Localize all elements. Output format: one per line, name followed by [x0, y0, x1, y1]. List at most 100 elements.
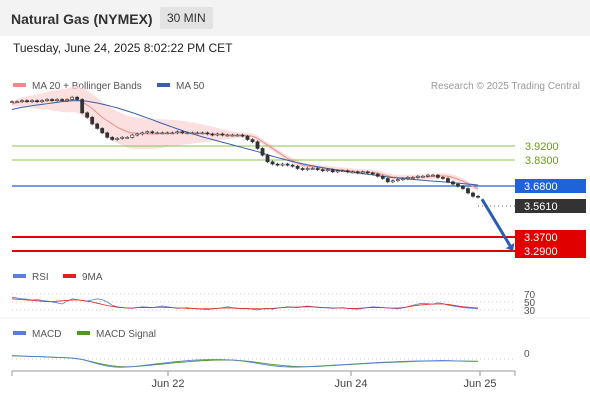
rsi-line: [11, 296, 479, 311]
support-label: 3.3700: [524, 232, 558, 244]
candle-body: [140, 132, 145, 135]
candle-body: [50, 99, 54, 101]
legend-ma20-label: MA 20 + Bollinger Bands: [32, 81, 142, 92]
forecast-arrow-shaft: [480, 198, 512, 247]
candle-body: [120, 137, 125, 139]
legend-rsi-label: RSI: [32, 272, 49, 283]
candle-body: [185, 132, 190, 135]
candle-body: [280, 163, 285, 166]
candle-body: [230, 134, 235, 137]
forecast-arrow-head: [505, 243, 515, 251]
candle-body: [295, 165, 300, 169]
candle-body: [265, 154, 270, 163]
candle-body: [240, 134, 245, 137]
candle-body: [345, 170, 350, 173]
candle-body: [150, 131, 155, 134]
bollinger-band: [12, 86, 478, 192]
candle-body: [405, 177, 410, 179]
candle-body: [40, 100, 44, 102]
candle-body: [155, 132, 160, 135]
legend-swatch-macd-signal: [77, 331, 90, 336]
candle-body: [190, 132, 195, 135]
candle-body: [250, 139, 255, 143]
rsi-level-label: 30: [524, 306, 536, 317]
candle-body: [165, 132, 170, 135]
pivot-label: 3.6800: [524, 181, 558, 193]
candle-body: [170, 132, 175, 135]
legend-rsi-ma-label: 9MA: [82, 272, 103, 283]
candle-body: [461, 185, 465, 189]
candle-body: [145, 131, 150, 134]
resistance-label: 3.8300: [525, 155, 559, 167]
header-bar: [0, 0, 590, 36]
candle-body: [90, 116, 95, 125]
legend-ma50-label: MA 50: [176, 81, 205, 92]
rsi-level-label: 50: [524, 298, 536, 309]
support-tag: [515, 244, 586, 258]
candle-body: [205, 132, 210, 135]
rsi-ma-line: [11, 298, 479, 310]
candle-body: [355, 171, 360, 174]
x-tick-label: Jun 22: [151, 378, 184, 390]
candle-body: [436, 174, 440, 178]
candle-body: [305, 168, 310, 170]
candle-body: [195, 132, 200, 135]
x-tick-label: Jun 24: [334, 378, 367, 390]
candle-body: [235, 134, 240, 137]
candle-body: [310, 168, 315, 170]
candle-body: [471, 192, 475, 197]
legend-ma50: MA 50: [157, 81, 204, 92]
candle-body: [85, 112, 90, 118]
candle-body: [260, 148, 265, 156]
candle-body: [441, 177, 445, 179]
timeframe-badge[interactable]: 30 MIN: [160, 7, 213, 29]
legend-swatch-rsi: [13, 274, 26, 279]
macd-zero-label: 0: [524, 349, 530, 360]
candle-body: [15, 101, 19, 103]
legend-swatch-rsi-ma: [63, 274, 76, 279]
legend-macd-label: MACD: [32, 329, 62, 340]
legend-macd-signal-label: MACD Signal: [96, 329, 157, 340]
legend-ma20: MA 20 + Bollinger Bands: [13, 81, 142, 92]
last-price-label: 3.5610: [524, 201, 558, 213]
candle-body: [300, 168, 305, 170]
candle-body: [420, 175, 425, 178]
credit-text: Research © 2025 Trading Central: [430, 81, 580, 92]
candle-body: [270, 161, 275, 165]
legend-swatch-ma20: [13, 83, 26, 88]
candle-body: [245, 135, 250, 140]
x-tick-label: Jun 25: [463, 378, 496, 390]
candle-body: [325, 169, 330, 172]
candle-body: [10, 101, 14, 103]
legend-rsi-ma: 9MA: [63, 272, 103, 283]
instrument-title: Natural Gas (NYMEX): [11, 11, 153, 27]
candle-body: [35, 100, 39, 102]
candle-body: [315, 168, 320, 170]
candle-body: [125, 137, 130, 139]
candle-body: [75, 96, 80, 100]
candle-body: [80, 99, 85, 114]
candle-body: [335, 170, 340, 173]
candle-body: [340, 170, 345, 173]
candle-body: [370, 172, 375, 175]
candle-body: [390, 180, 395, 183]
resistance-label: 3.9200: [525, 141, 559, 153]
candle-body: [30, 100, 34, 102]
pivot-tag: [515, 179, 586, 193]
candle-body: [375, 173, 380, 177]
candle-body: [65, 99, 70, 101]
support-label: 3.2900: [524, 246, 558, 258]
rsi-level-label: 70: [524, 290, 536, 301]
candle-body: [380, 175, 385, 179]
candle-body: [220, 133, 225, 136]
candle-body: [285, 163, 290, 166]
candle-body: [451, 181, 455, 185]
support-tag: [515, 230, 586, 244]
candle-body: [385, 178, 390, 183]
legend-swatch-macd: [13, 331, 26, 336]
candle-body: [100, 128, 105, 134]
candle-body: [60, 99, 65, 101]
legend-swatch-ma50: [157, 83, 170, 88]
candle-body: [476, 196, 480, 198]
candle-body: [350, 171, 355, 174]
